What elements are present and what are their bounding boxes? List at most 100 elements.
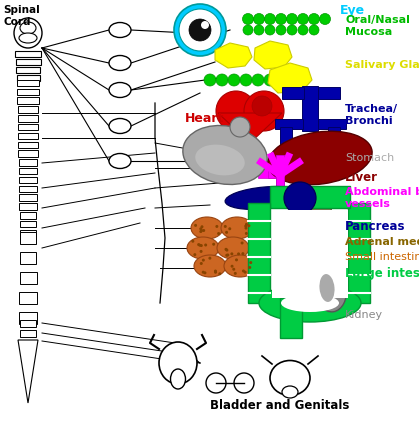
Text: Bladder and Genitals: Bladder and Genitals <box>210 398 349 412</box>
Polygon shape <box>295 187 335 223</box>
Bar <box>16 75 39 81</box>
Bar <box>18 142 38 148</box>
Circle shape <box>244 91 284 131</box>
Ellipse shape <box>19 33 37 43</box>
Ellipse shape <box>313 264 347 312</box>
Bar <box>19 312 37 324</box>
Circle shape <box>276 14 287 25</box>
Circle shape <box>276 25 286 35</box>
Ellipse shape <box>225 187 305 209</box>
Circle shape <box>298 25 308 35</box>
Circle shape <box>320 14 331 25</box>
Circle shape <box>247 260 250 263</box>
Circle shape <box>205 267 208 270</box>
Text: Large intestine: Large intestine <box>345 266 419 280</box>
Bar <box>272 210 348 298</box>
Bar <box>17 80 39 86</box>
Bar <box>20 230 36 236</box>
Circle shape <box>216 91 256 131</box>
Circle shape <box>228 74 240 86</box>
Circle shape <box>204 272 207 275</box>
Circle shape <box>229 245 232 248</box>
Text: Kidney: Kidney <box>345 310 383 320</box>
Ellipse shape <box>20 22 36 34</box>
Circle shape <box>204 264 207 267</box>
Circle shape <box>308 14 320 25</box>
Circle shape <box>254 25 264 35</box>
Bar <box>328 127 340 151</box>
Circle shape <box>238 231 241 234</box>
Circle shape <box>241 249 244 252</box>
Text: Adrenal medulla: Adrenal medulla <box>345 237 419 247</box>
Circle shape <box>237 224 240 227</box>
Circle shape <box>242 228 245 231</box>
Circle shape <box>226 246 229 249</box>
Bar <box>318 87 340 99</box>
Circle shape <box>208 250 211 253</box>
Text: Abdominal blood
vessels: Abdominal blood vessels <box>345 187 419 209</box>
Circle shape <box>211 232 214 235</box>
Bar <box>282 87 304 99</box>
Circle shape <box>287 14 297 25</box>
Bar <box>18 124 38 130</box>
Ellipse shape <box>221 217 253 239</box>
Circle shape <box>235 231 238 233</box>
Text: Trachea/
Bronchi: Trachea/ Bronchi <box>345 104 398 126</box>
Circle shape <box>191 251 194 254</box>
Circle shape <box>238 223 241 226</box>
Bar <box>302 86 318 131</box>
Circle shape <box>204 74 216 86</box>
Text: Eye: Eye <box>340 3 365 16</box>
Circle shape <box>245 225 248 228</box>
Circle shape <box>230 265 234 268</box>
Bar <box>16 59 41 65</box>
Ellipse shape <box>230 117 250 137</box>
Bar <box>18 115 38 121</box>
Bar <box>258 162 283 178</box>
Bar <box>18 159 37 166</box>
Bar <box>269 156 283 178</box>
Circle shape <box>228 248 230 251</box>
Circle shape <box>199 240 202 243</box>
Circle shape <box>252 96 272 116</box>
Circle shape <box>242 226 246 229</box>
Bar <box>280 127 292 151</box>
Bar <box>280 298 302 338</box>
Polygon shape <box>18 340 38 403</box>
Circle shape <box>233 254 235 257</box>
Bar <box>19 177 37 183</box>
Circle shape <box>240 266 243 269</box>
Ellipse shape <box>109 118 131 134</box>
Polygon shape <box>254 41 292 69</box>
Bar <box>270 186 350 208</box>
Circle shape <box>201 21 209 29</box>
Bar <box>277 162 302 178</box>
Ellipse shape <box>109 154 131 168</box>
Circle shape <box>199 266 202 269</box>
Bar <box>276 155 284 195</box>
Circle shape <box>215 265 218 268</box>
Bar <box>18 106 39 113</box>
Text: Small intestine: Small intestine <box>345 252 419 262</box>
Circle shape <box>227 220 230 222</box>
Circle shape <box>220 250 223 253</box>
Ellipse shape <box>109 22 131 38</box>
Ellipse shape <box>270 360 310 396</box>
Ellipse shape <box>224 255 256 277</box>
Bar <box>17 88 39 95</box>
Circle shape <box>202 241 205 244</box>
Circle shape <box>220 244 223 247</box>
Bar <box>318 119 346 129</box>
Circle shape <box>219 271 222 274</box>
Circle shape <box>199 231 202 234</box>
Circle shape <box>297 14 308 25</box>
Bar <box>19 203 36 210</box>
Bar <box>248 203 270 303</box>
Bar <box>20 221 36 228</box>
Circle shape <box>206 373 226 393</box>
Bar <box>20 232 36 244</box>
Bar <box>275 119 303 129</box>
Circle shape <box>212 224 215 227</box>
Circle shape <box>205 225 208 228</box>
Bar <box>20 252 36 264</box>
